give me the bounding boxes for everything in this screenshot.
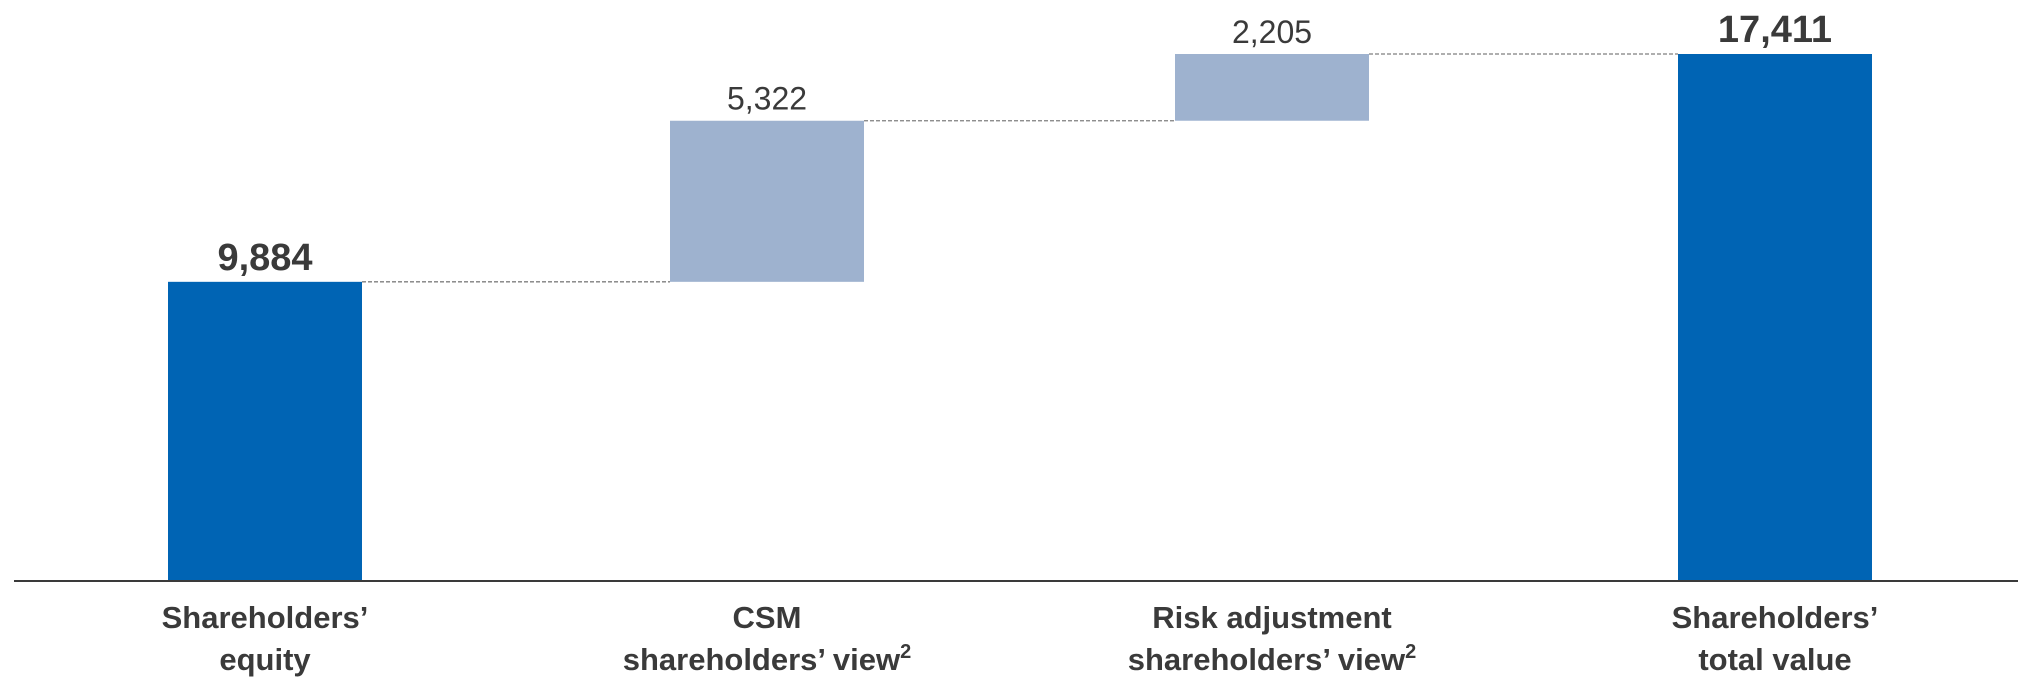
category-label-4-line-1: Shareholders’	[1672, 600, 1879, 635]
category-labels: Shareholders’ equity CSM shareholders’ view…	[162, 600, 1879, 677]
bar-4	[1678, 54, 1872, 581]
category-label-3-line-2: shareholders’ view2	[1128, 641, 1417, 677]
category-label-1-line-1: Shareholders’	[162, 600, 369, 635]
bars	[168, 54, 1872, 581]
footnote-marker: 2	[900, 641, 911, 663]
value-label-2: 5,322	[727, 81, 807, 117]
bar-3	[1175, 54, 1369, 121]
bar-1	[168, 281, 362, 581]
bar-2	[670, 120, 864, 282]
value-label-3: 2,205	[1232, 14, 1312, 50]
category-label-1-line-2: equity	[219, 642, 311, 677]
connector-lines	[362, 53, 1678, 283]
category-label-2-line-1: CSM	[733, 600, 802, 635]
value-labels: 9,884 5,322 2,205 17,411	[217, 9, 1832, 279]
category-label-2-line-2: shareholders’ view2	[623, 641, 912, 677]
value-label-4: 17,411	[1718, 9, 1832, 51]
category-label-4-line-2: total value	[1698, 642, 1851, 677]
footnote-marker: 2	[1405, 641, 1416, 663]
value-label-1: 9,884	[217, 237, 312, 279]
category-label-3-line-1: Risk adjustment	[1152, 600, 1391, 635]
